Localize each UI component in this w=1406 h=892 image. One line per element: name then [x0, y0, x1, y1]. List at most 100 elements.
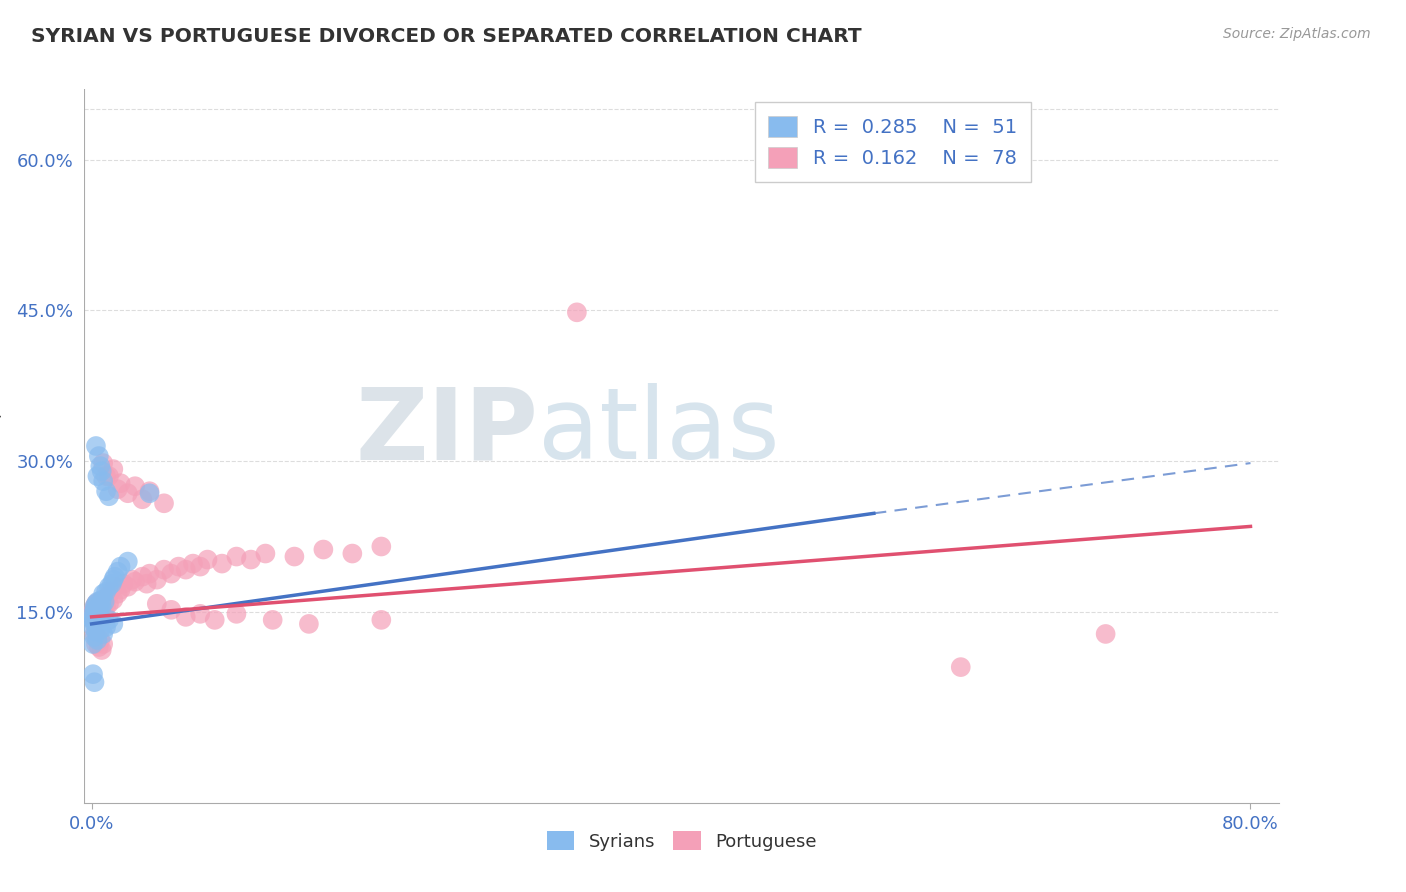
Point — [86, 632, 108, 647]
Point — [565, 305, 588, 319]
Legend: R =  0.285    N =  51, R =  0.162    N =  78: R = 0.285 N = 51, R = 0.162 N = 78 — [755, 103, 1031, 182]
Point — [86, 469, 108, 483]
Point — [86, 595, 108, 609]
Text: ZIP: ZIP — [356, 384, 538, 480]
Point — [101, 576, 124, 591]
Point — [89, 623, 111, 637]
Point — [93, 610, 115, 624]
Point — [181, 557, 204, 571]
Point — [94, 484, 117, 499]
Point — [98, 580, 121, 594]
Point — [225, 549, 247, 564]
Point — [98, 489, 121, 503]
Point — [83, 615, 105, 629]
Point — [110, 559, 132, 574]
Point — [89, 599, 111, 614]
Point — [188, 559, 211, 574]
Point — [84, 610, 107, 624]
Point — [93, 595, 115, 609]
Point — [83, 675, 105, 690]
Point — [89, 599, 111, 614]
Y-axis label: Divorced or Separated: Divorced or Separated — [0, 352, 3, 540]
Point — [100, 584, 122, 599]
Point — [117, 486, 139, 500]
Text: atlas: atlas — [538, 384, 780, 480]
Point — [83, 630, 105, 644]
Point — [283, 549, 305, 564]
Point — [312, 542, 335, 557]
Point — [90, 592, 112, 607]
Point — [91, 603, 114, 617]
Point — [103, 573, 125, 587]
Point — [83, 627, 105, 641]
Point — [87, 595, 110, 609]
Point — [83, 607, 105, 621]
Point — [94, 599, 117, 614]
Point — [104, 569, 127, 583]
Point — [91, 456, 114, 470]
Point — [138, 566, 160, 581]
Point — [83, 603, 105, 617]
Point — [298, 616, 321, 631]
Point — [82, 620, 104, 634]
Point — [82, 637, 104, 651]
Point — [107, 482, 129, 496]
Point — [131, 492, 153, 507]
Point — [84, 605, 107, 619]
Point — [103, 462, 125, 476]
Point — [117, 580, 139, 594]
Point — [90, 599, 112, 614]
Point — [84, 439, 107, 453]
Point — [91, 592, 114, 607]
Point — [107, 587, 129, 601]
Point — [90, 464, 112, 478]
Point — [949, 660, 972, 674]
Point — [91, 637, 114, 651]
Point — [84, 637, 107, 651]
Point — [84, 624, 107, 639]
Point — [103, 616, 125, 631]
Point — [90, 607, 112, 621]
Point — [342, 547, 364, 561]
Point — [160, 566, 183, 581]
Point — [1094, 627, 1116, 641]
Point — [87, 603, 110, 617]
Point — [174, 563, 197, 577]
Point — [124, 479, 146, 493]
Point — [96, 590, 118, 604]
Point — [262, 613, 284, 627]
Point — [91, 587, 114, 601]
Point — [110, 582, 132, 597]
Point — [82, 613, 104, 627]
Point — [91, 474, 114, 488]
Point — [138, 486, 160, 500]
Point — [82, 667, 104, 681]
Point — [89, 459, 111, 474]
Point — [83, 599, 105, 614]
Point — [98, 597, 121, 611]
Point — [153, 496, 176, 510]
Point — [104, 580, 127, 594]
Point — [167, 559, 190, 574]
Text: Source: ZipAtlas.com: Source: ZipAtlas.com — [1223, 27, 1371, 41]
Point — [93, 607, 115, 621]
Point — [86, 607, 108, 621]
Point — [103, 592, 125, 607]
Point — [84, 597, 107, 611]
Point — [90, 643, 112, 657]
Point — [254, 547, 277, 561]
Point — [211, 557, 233, 571]
Point — [135, 576, 157, 591]
Point — [84, 610, 107, 624]
Point — [87, 607, 110, 621]
Point — [90, 597, 112, 611]
Point — [112, 576, 135, 591]
Point — [84, 597, 107, 611]
Point — [86, 605, 108, 619]
Point — [87, 640, 110, 654]
Point — [89, 610, 111, 624]
Point — [94, 620, 117, 634]
Point — [138, 484, 160, 499]
Point — [87, 449, 110, 463]
Point — [110, 476, 132, 491]
